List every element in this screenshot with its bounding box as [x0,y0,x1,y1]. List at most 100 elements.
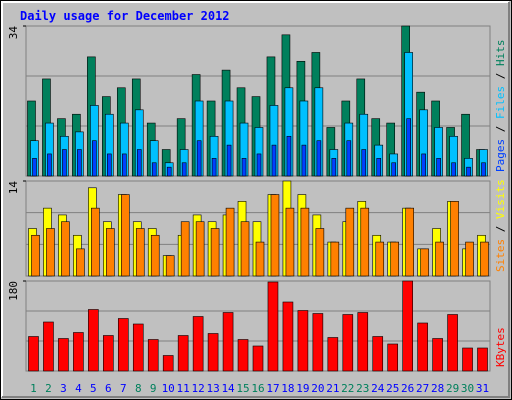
x-tick-label: 7 [120,382,127,395]
bar [255,241,265,277]
bar [241,158,247,177]
bar [162,355,174,372]
bar [465,241,474,277]
bar [421,153,426,177]
bar [450,201,459,277]
bar [28,336,39,372]
bar [117,318,129,372]
bar [210,228,220,277]
x-tick-label: 25 [386,382,399,395]
bar [181,162,187,177]
x-tick-label: 13 [206,382,219,395]
bar [345,207,355,277]
bar [256,153,262,177]
bar [103,335,114,372]
bar [136,149,142,177]
bar [282,301,294,372]
x-tick-label: 29 [446,382,459,395]
bar [91,207,100,277]
bar [375,241,385,277]
bar [447,314,458,372]
bar [147,339,159,372]
bar [150,234,160,277]
bar [480,241,489,277]
bar [58,338,69,372]
bar [286,135,292,177]
bar [47,153,52,177]
x-tick-label: 15 [236,382,249,395]
bar [151,162,157,177]
bar [372,336,384,372]
bar [417,322,428,372]
bar [88,309,99,372]
x-tick-label: 10 [162,382,175,395]
bar [387,343,399,372]
x-tick-label: 30 [461,382,474,395]
legend: Sites / Visits [494,179,507,272]
x-tick-label: 31 [476,382,489,395]
x-tick-label: 21 [326,382,339,395]
bar [462,347,473,372]
bar [297,310,309,372]
bar [360,207,370,277]
x-tick-label: 12 [192,382,205,395]
bar [271,144,277,177]
bar [207,333,219,372]
bar [226,144,232,177]
y-tick-label: 34 [7,26,20,40]
bar [451,162,456,177]
bar [331,158,337,177]
x-tick-label: 4 [75,382,82,395]
bar [420,248,429,277]
bar [211,158,217,177]
bar [267,281,279,372]
legend-separator: / [494,66,507,86]
x-tick-label: 19 [296,382,309,395]
bar [361,149,367,177]
bar [77,149,82,177]
bar [327,337,339,372]
bar [166,166,172,177]
bar [222,312,234,372]
bar [285,207,295,277]
bar [252,345,264,372]
bar [466,166,471,177]
bar [177,335,189,372]
bar [43,321,54,372]
x-tick-label: 9 [150,382,157,395]
x-tick-label: 28 [431,382,444,395]
bar [436,158,441,177]
bar [196,140,202,177]
bar [31,234,40,277]
x-tick-label: 27 [416,382,429,395]
bar [32,158,37,177]
bar [391,162,397,177]
x-tick-label: 18 [281,382,294,395]
x-tick-label: 5 [90,382,97,395]
bar [477,347,488,372]
bar [76,248,85,277]
x-tick-label: 8 [135,382,142,395]
x-tick-label: 1 [30,382,37,395]
bar [342,314,354,372]
bar [316,140,322,177]
x-tick-label: 16 [251,382,264,395]
bar [301,144,307,177]
bar [135,228,145,277]
legend-separator: / [494,219,507,239]
legend-entry: KBytes [494,327,507,367]
x-tick-label: 17 [266,382,279,395]
bar [376,158,382,177]
bar [61,221,70,277]
bar [481,162,486,177]
bar [237,339,249,372]
bar [390,241,400,277]
x-tick-label: 23 [356,382,369,395]
y-tick-label: 14 [7,181,20,195]
bar [300,207,310,277]
y-tick-label: 180 [7,281,20,301]
bar [132,323,144,372]
legend-separator: / [494,119,507,139]
